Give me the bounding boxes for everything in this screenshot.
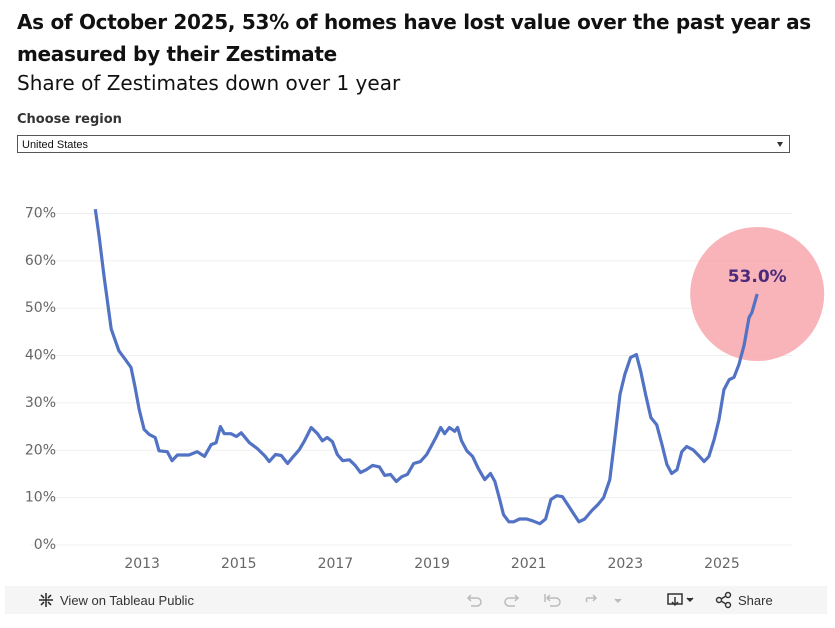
- chart: 0% 10% 20% 30% 40% 50% 60% 70% 2013 2015 2017 2019 2…: [25, 205, 825, 572]
- y-tick-label: 40%: [25, 348, 56, 364]
- title: As of October 2025, 53% of homes have lo…: [17, 10, 811, 66]
- region-dropdown[interactable]: United States: [17, 135, 790, 153]
- y-tick-label: 10%: [25, 490, 56, 506]
- dropdown-value: United States: [22, 139, 89, 151]
- tableau-icon: [39, 593, 53, 607]
- filter-label: Choose region: [17, 112, 122, 127]
- y-tick-label: 50%: [25, 300, 56, 316]
- x-tick-label: 2019: [414, 556, 450, 572]
- x-tick-label: 2025: [704, 556, 740, 572]
- download-icon[interactable]: [665, 590, 705, 610]
- x-tick-label: 2021: [511, 556, 547, 572]
- x-tick-label: 2015: [221, 556, 257, 572]
- y-tick-label: 30%: [25, 395, 56, 411]
- y-tick-label: 60%: [25, 253, 56, 269]
- line: [93, 208, 759, 526]
- x-tick-label: 2017: [318, 556, 354, 572]
- y-tick-label: 0%: [34, 537, 56, 553]
- x-tick-label: 2013: [124, 556, 160, 572]
- value-label: 53.0%: [728, 267, 787, 287]
- subtitle: Share of Zestimates down over 1 year: [17, 71, 401, 95]
- dropdown-arrow: [777, 142, 783, 147]
- y-tick-label: 20%: [25, 442, 56, 458]
- tableau-link[interactable]: View on Tableau Public: [60, 593, 194, 608]
- x-tick-label: 2023: [607, 556, 643, 572]
- footer: View on Tableau Public Share: [5, 586, 827, 614]
- share-button[interactable]: Share: [738, 593, 773, 608]
- highlight-circle: [690, 226, 825, 361]
- y-tick-label: 70%: [25, 205, 56, 221]
- toolbar-icons: [466, 594, 622, 607]
- share-icon[interactable]: [715, 591, 733, 609]
